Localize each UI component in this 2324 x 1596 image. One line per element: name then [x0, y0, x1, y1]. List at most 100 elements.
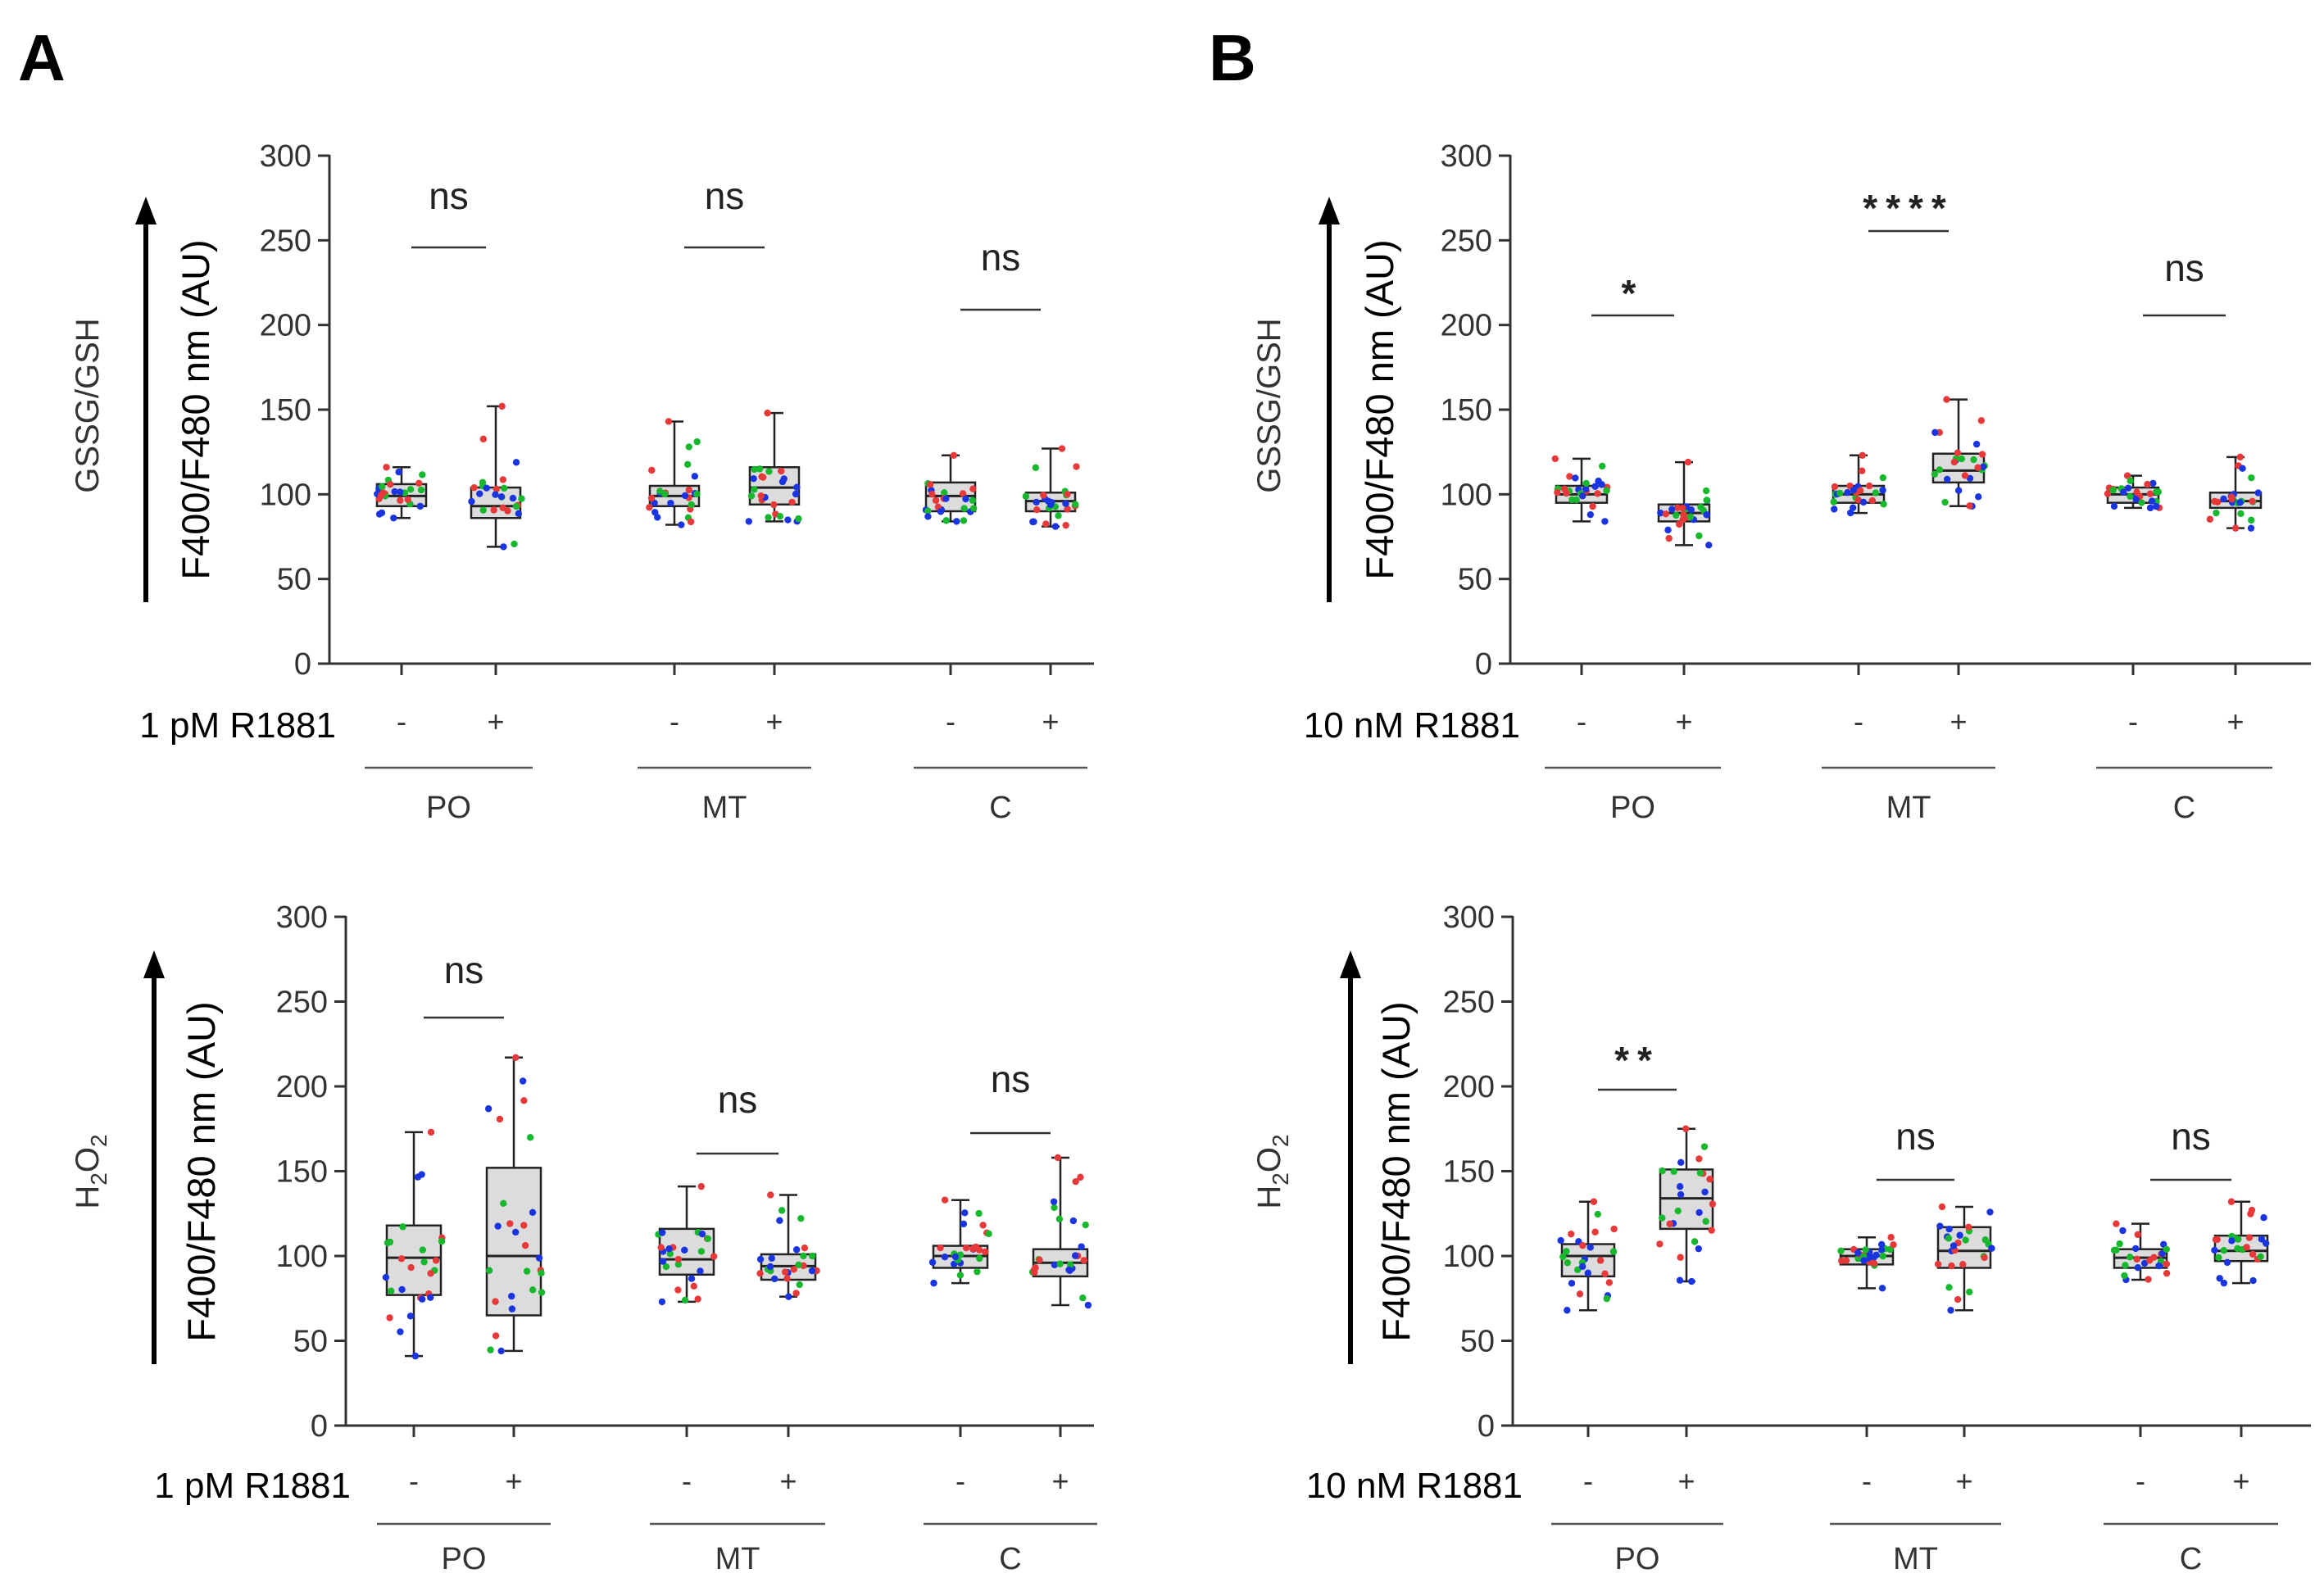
data-point [662, 1263, 670, 1271]
data-point [1679, 515, 1686, 524]
data-point [508, 1305, 516, 1313]
data-point [784, 516, 792, 524]
data-point [1048, 498, 1055, 506]
data-point [2247, 524, 2255, 532]
data-point [1033, 506, 1041, 514]
group-po: - + PO ns [365, 175, 533, 825]
data-point [1948, 1262, 1955, 1270]
data-point [1837, 1247, 1845, 1254]
treatment-sign: + [765, 705, 783, 738]
data-point [2152, 502, 2160, 510]
data-point [685, 443, 692, 451]
data-point [694, 1295, 701, 1303]
data-point [1981, 1236, 1989, 1244]
group-label: MT [1893, 1542, 1938, 1576]
data-point [511, 540, 518, 548]
data-point [928, 1258, 937, 1266]
data-point [390, 515, 397, 522]
data-point [1601, 518, 1609, 525]
data-point [2249, 1276, 2257, 1285]
data-point [483, 484, 491, 492]
chart-a-top: 0 50 100 150 200 250 300 GSSG/GSH F400/F480 nm (… [70, 139, 1094, 825]
data-point [687, 518, 695, 526]
data-point [1859, 451, 1866, 459]
data-point [1695, 532, 1703, 540]
up-arrow-icon [1340, 950, 1361, 978]
data-point [2206, 515, 2214, 523]
significance-label: ns [2171, 1115, 2211, 1158]
group-label: MT [1886, 791, 1931, 825]
data-point [2249, 497, 2256, 506]
data-point [1030, 1266, 1038, 1273]
data-point [2109, 486, 2117, 494]
data-point [1954, 449, 1962, 456]
data-point [419, 471, 426, 478]
data-point [427, 1128, 435, 1136]
panel-letter-a: A [18, 21, 66, 94]
data-point [1859, 467, 1866, 474]
data-point [1687, 506, 1695, 514]
data-point [1055, 512, 1062, 519]
data-point [809, 1252, 816, 1260]
group-label: PO [1610, 791, 1655, 825]
data-point [500, 543, 507, 551]
data-point [1675, 520, 1683, 528]
data-point [960, 1220, 968, 1228]
data-point [382, 1273, 390, 1281]
data-point [438, 1237, 446, 1245]
data-point [1966, 1288, 1973, 1296]
data-point [468, 497, 475, 506]
data-point [2134, 1231, 2141, 1239]
significance-label: ns [429, 175, 469, 217]
data-point [2146, 1257, 2154, 1264]
data-point [1557, 1236, 1564, 1245]
data-point [688, 501, 695, 509]
data-point [2120, 488, 2127, 496]
data-point [928, 491, 936, 498]
data-point [792, 490, 800, 498]
data-point [2131, 1245, 2140, 1253]
data-point [520, 1222, 528, 1229]
data-point [660, 490, 669, 498]
group-c: - + Cns [2104, 1115, 2278, 1576]
data-point [379, 483, 386, 491]
data-point [1950, 458, 1959, 466]
data-point [2228, 495, 2235, 503]
data-point [1589, 502, 1596, 510]
data-point [795, 1261, 802, 1269]
data-point [1676, 1183, 1684, 1190]
y-tick-label: 250 [276, 986, 328, 1020]
data-point [659, 1229, 666, 1236]
data-point [693, 490, 701, 498]
data-point [1042, 520, 1050, 528]
data-point [415, 479, 423, 487]
data-point [766, 1263, 774, 1271]
data-point [969, 485, 977, 492]
data-point [1054, 1154, 1062, 1162]
y-tick-label: 100 [260, 478, 311, 512]
data-point [788, 498, 796, 506]
data-point [490, 506, 497, 514]
data-point [499, 504, 506, 512]
data-point [427, 1270, 434, 1277]
data-point [1708, 1226, 1715, 1234]
y-tick-label: 300 [276, 900, 328, 935]
data-point [1697, 503, 1704, 511]
y-tick-label: 200 [276, 1070, 328, 1104]
data-point [1702, 487, 1710, 495]
data-point [1056, 1260, 1064, 1267]
data-point [397, 1328, 404, 1335]
data-point [1673, 504, 1682, 511]
data-point [397, 496, 404, 504]
data-point [2123, 472, 2131, 479]
group-label: PO [1615, 1542, 1660, 1576]
data-point [1566, 473, 1573, 480]
treatment-sign: + [1955, 1464, 1972, 1498]
data-point [398, 1285, 406, 1294]
y-tick-label: 0 [311, 1409, 328, 1444]
data-point [764, 409, 771, 417]
data-point [937, 1244, 944, 1252]
data-point [756, 1255, 765, 1263]
data-point [1986, 1208, 1994, 1216]
data-point [926, 481, 934, 488]
